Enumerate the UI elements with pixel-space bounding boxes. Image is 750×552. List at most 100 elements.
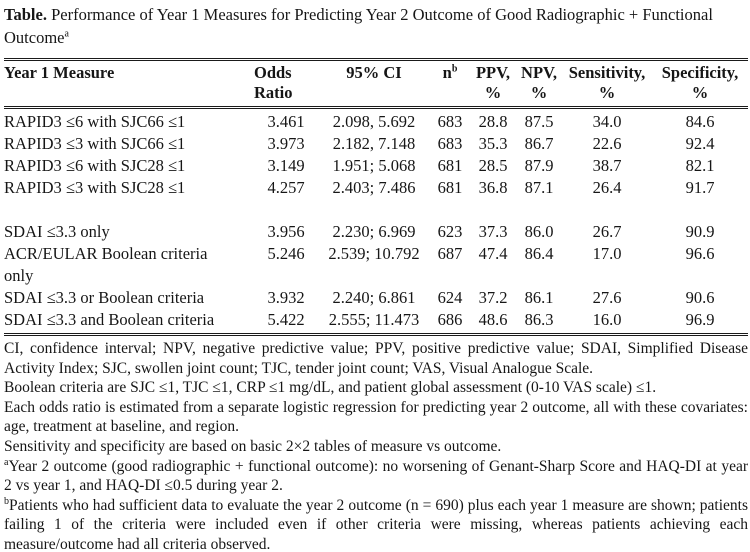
col-header-specificity: Specificity, % [652,59,748,109]
value-cell: 26.4 [592,178,622,197]
table-row: RAPID3 ≤3 with SJC28 ≤1 4.257 2.403; 7.486… [4,177,748,199]
value-cell: 90.9 [685,222,715,241]
value-cell: 48.6 [478,310,508,329]
col-header-sensitivity: Sensitivity, % [562,59,652,109]
measure-cell: SDAI ≤3.3 only [4,222,110,241]
footnote-superscript: b [4,495,9,507]
col-header-year1-measure: Year 1 Measure [4,59,254,109]
value-cell: 86.1 [524,288,554,307]
value-cell: 2.098, 5.692 [332,112,416,131]
value-cell: 37.3 [478,222,508,241]
measure-cell: RAPID3 ≤3 with SJC28 ≤1 [4,178,186,197]
value-cell: 37.2 [478,288,508,307]
value-cell: 3.932 [267,288,305,307]
value-cell: 2.240; 6.861 [332,288,416,307]
value-cell: 623 [437,222,463,241]
value-cell: 2.555; 11.473 [328,310,420,329]
value-cell: 5.246 [267,244,305,263]
table-row: SDAI ≤3.3 and Boolean criteria 5.422 2.555… [4,309,748,335]
footnote-b: bPatients who had sufficient data to eva… [4,496,748,552]
measure-cell: SDAI ≤3.3 and Boolean criteria [4,310,215,329]
value-cell: 84.6 [685,112,715,131]
table-row: RAPID3 ≤3 with SJC66 ≤1 3.973 2.182, 7.148… [4,133,748,155]
value-cell: 86.3 [524,310,554,329]
value-cell: 90.6 [685,288,715,307]
value-cell: 82.1 [685,156,715,175]
value-cell: 4.257 [267,178,305,197]
value-cell: 26.7 [592,222,622,241]
value-cell: 27.6 [592,288,622,307]
value-cell: 683 [437,134,463,153]
footnote-text: Sensitivity and specificity are based on… [4,437,502,455]
superscript-b: b [451,63,458,75]
footnote-a: aYear 2 outcome (good radiographic + fun… [4,457,748,496]
col-header-ppv: PPV, % [470,59,516,109]
value-cell: 2.403; 7.486 [332,178,416,197]
measure-cell: RAPID3 ≤6 with SJC28 ≤1 [4,156,186,175]
value-cell: 86.4 [524,244,554,263]
table-header-row: Year 1 Measure Odds Ratio 95% CI nb PPV,… [4,59,748,109]
results-table: Year 1 Measure Odds Ratio 95% CI nb PPV,… [4,58,748,336]
col-header-odds-ratio: Odds Ratio [254,59,318,109]
value-cell: 87.1 [524,178,554,197]
value-cell: 28.5 [478,156,508,175]
table-caption-text: Performance of Year 1 Measures for Predi… [4,5,713,47]
spacer-cell [4,199,748,221]
value-cell: 686 [437,310,463,329]
value-cell: 86.7 [524,134,554,153]
value-cell: 47.4 [478,244,508,263]
value-cell: 687 [437,244,463,263]
footnote-odds-ratio-method: Each odds ratio is estimated from a sepa… [4,398,748,437]
value-cell: 87.9 [524,156,554,175]
measure-cell: RAPID3 ≤6 with SJC66 ≤1 [4,112,186,131]
value-cell: 96.6 [685,244,715,263]
footnotes: CI, confidence interval; NPV, negative p… [4,339,748,552]
value-cell: 3.956 [267,222,305,241]
value-cell: 624 [437,288,463,307]
col-header-95ci: 95% CI [318,59,430,109]
value-cell: 86.0 [524,222,554,241]
value-cell: 16.0 [592,310,622,329]
value-cell: 1.951; 5.068 [332,156,416,175]
footnote-text: Year 2 outcome (good radiographic + func… [4,457,748,495]
value-cell: 92.4 [685,134,715,153]
value-cell: 38.7 [592,156,622,175]
value-cell: 3.973 [267,134,305,153]
spacer-row [4,199,748,221]
value-cell: 35.3 [478,134,508,153]
value-cell: 96.9 [685,310,715,329]
table-caption-label: Table. [4,5,47,24]
col-header-n: nb [430,59,470,109]
value-cell: 681 [437,156,463,175]
footnote-text: Patients who had sufficient data to eval… [4,496,748,552]
value-cell: 91.7 [685,178,715,197]
value-cell: 34.0 [592,112,622,131]
value-cell: 2.230; 6.969 [332,222,416,241]
footnote-superscript: a [4,456,9,468]
footnote-abbreviations: CI, confidence interval; NPV, negative p… [4,339,748,378]
measure-cell: SDAI ≤3.3 or Boolean criteria [4,288,205,307]
footnote-boolean-criteria: Boolean criteria are SJC ≤1, TJC ≤1, CRP… [4,378,748,398]
value-cell: 87.5 [524,112,554,131]
value-cell: 2.182, 7.148 [332,134,416,153]
table-header: Year 1 Measure Odds Ratio 95% CI nb PPV,… [4,59,748,109]
table-row: ACR/EULAR Boolean criteria only 5.246 2.53… [4,243,748,287]
table-body: RAPID3 ≤6 with SJC66 ≤1 3.461 2.098, 5.692… [4,108,748,335]
footnote-sensitivity-method: Sensitivity and specificity are based on… [4,437,748,457]
measure-cell: RAPID3 ≤3 with SJC66 ≤1 [4,134,186,153]
value-cell: 683 [437,112,463,131]
superscript-a: a [64,28,69,40]
value-cell: 17.0 [592,244,622,263]
value-cell: 3.461 [267,112,305,131]
col-header-n-text: n [442,63,452,82]
table-caption: Table. Performance of Year 1 Measures fo… [4,3,748,49]
value-cell: 22.6 [592,134,622,153]
footnote-text: Each odds ratio is estimated from a sepa… [4,398,748,436]
value-cell: 3.149 [267,156,305,175]
value-cell: 681 [437,178,463,197]
col-header-npv: NPV, % [516,59,562,109]
measure-cell: ACR/EULAR Boolean criteria only [4,244,208,285]
footnote-text: Boolean criteria are SJC ≤1, TJC ≤1, CRP… [4,379,657,397]
value-cell: 28.8 [478,112,508,131]
table-row: RAPID3 ≤6 with SJC28 ≤1 3.149 1.951; 5.068… [4,155,748,177]
